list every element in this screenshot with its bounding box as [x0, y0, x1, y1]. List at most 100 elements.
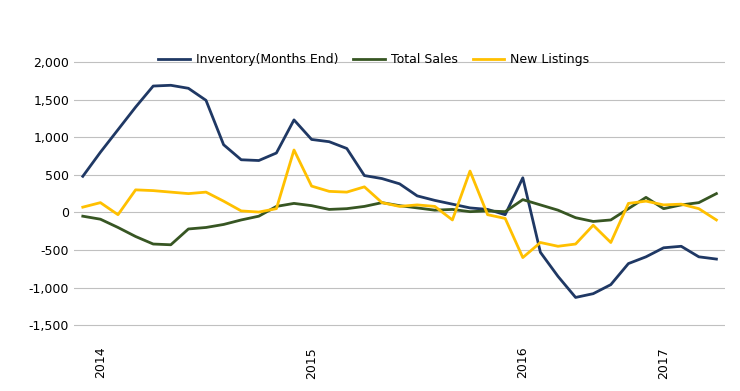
Inventory(Months End) [712, 257, 721, 262]
New Listings [131, 188, 140, 192]
Total Sales [448, 207, 457, 212]
New Listings [255, 210, 263, 214]
Total Sales [712, 191, 721, 196]
New Listings [289, 148, 298, 152]
Total Sales [272, 204, 281, 209]
Inventory(Months End) [465, 206, 474, 210]
New Listings [96, 200, 105, 205]
Total Sales [642, 195, 650, 200]
Total Sales [413, 206, 422, 210]
Inventory(Months End) [149, 84, 158, 88]
Inventory(Months End) [554, 274, 562, 279]
Total Sales [289, 201, 298, 206]
Inventory(Months End) [677, 244, 686, 249]
Inventory(Months End) [606, 282, 615, 287]
Inventory(Months End) [642, 255, 650, 259]
Inventory(Months End) [219, 142, 228, 147]
New Listings [413, 203, 422, 207]
Inventory(Months End) [184, 86, 193, 91]
Inventory(Months End) [78, 174, 87, 179]
Inventory(Months End) [624, 261, 633, 266]
Total Sales [96, 217, 105, 222]
New Listings [589, 223, 598, 228]
Inventory(Months End) [307, 137, 316, 142]
New Listings [624, 201, 633, 206]
Total Sales [554, 208, 562, 213]
Inventory(Months End) [255, 158, 263, 163]
Total Sales [659, 206, 668, 211]
Inventory(Months End) [131, 105, 140, 109]
Inventory(Months End) [501, 212, 510, 217]
Total Sales [536, 203, 545, 207]
Inventory(Months End) [343, 146, 352, 151]
Total Sales [255, 214, 263, 219]
New Listings [395, 204, 404, 209]
Total Sales [78, 214, 87, 219]
Line: Inventory(Months End): Inventory(Months End) [83, 85, 716, 298]
New Listings [554, 244, 562, 249]
Inventory(Months End) [325, 139, 334, 144]
Inventory(Months End) [377, 176, 386, 181]
Total Sales [219, 222, 228, 227]
New Listings [377, 200, 386, 205]
New Listings [465, 169, 474, 173]
Total Sales [201, 225, 210, 230]
Total Sales [360, 204, 369, 209]
Inventory(Months End) [201, 98, 210, 103]
New Listings [360, 185, 369, 189]
New Listings [307, 184, 316, 188]
Total Sales [237, 218, 246, 222]
New Listings [694, 206, 703, 211]
New Listings [272, 206, 281, 211]
Total Sales [589, 219, 598, 224]
Total Sales [606, 218, 615, 222]
New Listings [642, 199, 650, 203]
New Listings [501, 216, 510, 221]
New Listings [448, 218, 457, 222]
Total Sales [325, 207, 334, 212]
New Listings [201, 190, 210, 194]
Inventory(Months End) [413, 194, 422, 198]
Total Sales [377, 200, 386, 205]
New Listings [431, 204, 440, 209]
Total Sales [694, 200, 703, 205]
New Listings [677, 202, 686, 206]
New Listings [149, 188, 158, 193]
Inventory(Months End) [589, 291, 598, 296]
Inventory(Months End) [272, 151, 281, 155]
Inventory(Months End) [166, 83, 175, 88]
Inventory(Months End) [431, 198, 440, 203]
Total Sales [395, 203, 404, 208]
Inventory(Months End) [518, 176, 527, 180]
Inventory(Months End) [237, 158, 246, 162]
Total Sales [307, 203, 316, 208]
Inventory(Months End) [659, 246, 668, 250]
New Listings [325, 189, 334, 194]
Total Sales [571, 215, 580, 220]
Inventory(Months End) [113, 127, 122, 132]
Total Sales [113, 225, 122, 230]
Total Sales [677, 203, 686, 207]
Line: Total Sales: Total Sales [83, 194, 716, 245]
Inventory(Months End) [289, 118, 298, 122]
New Listings [483, 212, 492, 217]
Total Sales [131, 234, 140, 239]
Inventory(Months End) [536, 250, 545, 255]
New Listings [536, 240, 545, 245]
Total Sales [431, 208, 440, 213]
New Listings [571, 242, 580, 246]
Total Sales [166, 242, 175, 247]
New Listings [113, 212, 122, 217]
New Listings [219, 199, 228, 203]
New Listings [659, 203, 668, 207]
Total Sales [518, 197, 527, 202]
New Listings [518, 255, 527, 260]
Total Sales [184, 227, 193, 231]
New Listings [237, 208, 246, 213]
Inventory(Months End) [694, 255, 703, 259]
Inventory(Months End) [360, 173, 369, 178]
Inventory(Months End) [483, 207, 492, 212]
New Listings [712, 218, 721, 222]
Inventory(Months End) [395, 181, 404, 186]
New Listings [606, 240, 615, 245]
